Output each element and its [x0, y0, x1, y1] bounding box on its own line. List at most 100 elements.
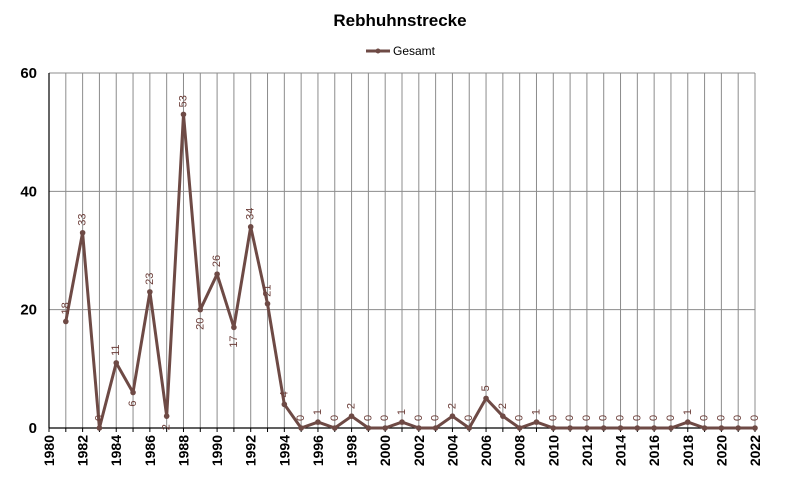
data-point-2019	[701, 425, 708, 431]
x-axis-ticks: 1980 1982 1984 1986 1988 1990 1992 1994 1996 1998…	[41, 435, 763, 466]
data-label-1983: 0	[93, 415, 105, 421]
data-point-1996	[315, 419, 321, 425]
series-gesamt	[63, 111, 758, 431]
data-label-1981: 18	[60, 302, 72, 314]
data-point-1999	[365, 425, 372, 431]
x-tick-label-1984: 1984	[108, 435, 124, 466]
data-point-2006	[483, 395, 489, 402]
data-label-1998: 2	[346, 403, 358, 409]
data-label-2009: 1	[530, 409, 542, 415]
data-point-2010	[550, 425, 557, 431]
data-label-2010: 0	[547, 415, 559, 421]
data-label-1999: 0	[362, 415, 374, 421]
data-label-2007: 2	[497, 403, 509, 409]
data-point-1984	[113, 360, 120, 366]
y-tick-label-0: 0	[29, 420, 37, 437]
x-tick-label-1990: 1990	[209, 435, 225, 466]
data-point-2020	[718, 425, 725, 431]
data-point-1992	[247, 224, 254, 230]
data-label-2015: 0	[631, 415, 643, 421]
data-point-1989	[197, 306, 204, 313]
data-label-2003: 0	[430, 415, 442, 421]
data-label-1990: 26	[211, 255, 223, 267]
data-label-1982: 33	[77, 214, 89, 226]
x-tick-label-2014: 2014	[613, 435, 629, 466]
data-point-2003	[432, 425, 439, 431]
y-tick-label-60: 60	[20, 65, 37, 82]
data-label-1985: 6	[127, 401, 139, 407]
y-tick-label-20: 20	[20, 302, 37, 319]
data-label-2021: 0	[732, 415, 744, 421]
data-point-2015	[634, 425, 641, 431]
data-point-2016	[651, 425, 657, 431]
data-point-1994	[281, 401, 288, 408]
x-tick-label-1994: 1994	[276, 435, 292, 466]
x-tick-label-1996: 1996	[310, 435, 326, 466]
x-tick-label-2000: 2000	[377, 435, 393, 466]
x-tick-label-1982: 1982	[75, 435, 91, 466]
x-tick-label-2020: 2020	[713, 435, 729, 466]
legend-marker-gesamt	[375, 48, 381, 54]
data-label-2020: 0	[715, 415, 727, 421]
x-tick-label-1998: 1998	[344, 435, 360, 466]
x-tick-label-2008: 2008	[512, 435, 528, 466]
data-point-1990	[214, 271, 220, 277]
data-point-2001	[399, 419, 405, 425]
data-point-1982	[79, 229, 86, 236]
data-point-1986	[147, 289, 153, 295]
data-label-2011: 0	[564, 415, 576, 421]
data-point-2007	[500, 413, 506, 419]
data-point-2012	[584, 425, 590, 431]
x-tick-label-2018: 2018	[680, 435, 696, 466]
gridlines	[48, 72, 756, 429]
data-point-2011	[567, 425, 573, 431]
series-line-gesamt	[64, 112, 755, 430]
data-label-1991: 17	[228, 335, 240, 347]
data-label-1993: 21	[262, 285, 274, 297]
data-label-2014: 0	[615, 415, 627, 421]
data-label-2019: 0	[699, 415, 711, 421]
data-point-1981	[63, 318, 69, 325]
data-point-2018	[684, 419, 691, 425]
data-point-2014	[617, 425, 624, 431]
data-label-1987: 2	[161, 424, 173, 430]
data-label-1994: 4	[278, 391, 290, 397]
data-point-1991	[231, 324, 237, 331]
data-label-1996: 1	[312, 409, 324, 415]
data-label-2018: 1	[682, 409, 694, 415]
data-point-1983	[96, 425, 103, 431]
data-point-1985	[130, 389, 136, 396]
legend: Gesamt	[366, 44, 436, 58]
data-point-2005	[466, 425, 473, 431]
data-label-2016: 0	[648, 415, 660, 421]
data-point-2002	[416, 425, 422, 431]
chart-title: Rebhuhnstrecke	[333, 11, 466, 30]
x-tick-label-2010: 2010	[545, 435, 561, 466]
data-point-2017	[668, 425, 674, 431]
data-point-2021	[735, 425, 741, 431]
data-label-1989: 20	[194, 318, 206, 330]
data-label-1984: 11	[110, 344, 122, 355]
data-point-2009	[533, 419, 540, 425]
data-point-2022	[752, 425, 758, 431]
data-point-1997	[331, 425, 338, 431]
y-axis-ticks: 0 20 40 60	[20, 65, 37, 437]
x-tick-label-2006: 2006	[478, 435, 494, 466]
data-label-2013: 0	[598, 415, 610, 421]
data-label-1986: 23	[144, 273, 156, 285]
data-label-1995: 0	[295, 415, 307, 421]
data-label-2022: 0	[749, 415, 761, 421]
data-point-2004	[449, 413, 456, 419]
data-point-1988	[180, 111, 187, 118]
data-point-1995	[298, 425, 304, 431]
x-tick-label-2016: 2016	[646, 435, 662, 466]
data-point-2000	[382, 425, 388, 431]
data-label-2002: 0	[413, 415, 425, 421]
data-label-1988: 53	[177, 95, 189, 107]
data-label-1997: 0	[329, 415, 341, 421]
x-tick-label-2002: 2002	[411, 435, 427, 466]
data-label-2004: 2	[446, 403, 458, 409]
data-label-2000: 0	[379, 415, 391, 421]
